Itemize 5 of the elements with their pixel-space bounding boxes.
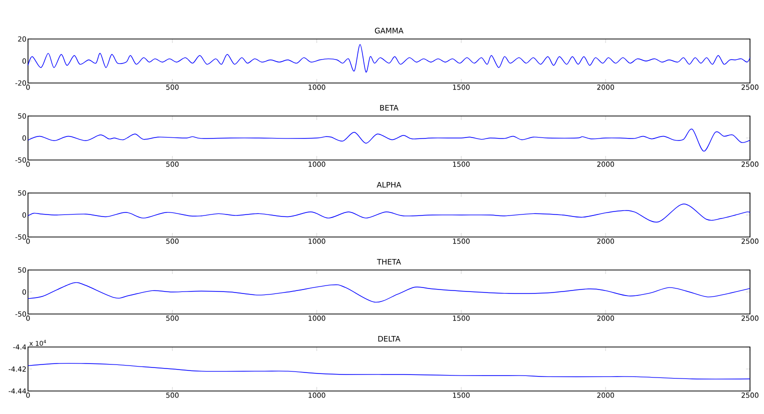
line-series <box>28 44 750 72</box>
line-series <box>28 282 750 302</box>
line-series <box>28 362 750 380</box>
line-series <box>28 128 750 152</box>
line-series <box>28 204 750 222</box>
